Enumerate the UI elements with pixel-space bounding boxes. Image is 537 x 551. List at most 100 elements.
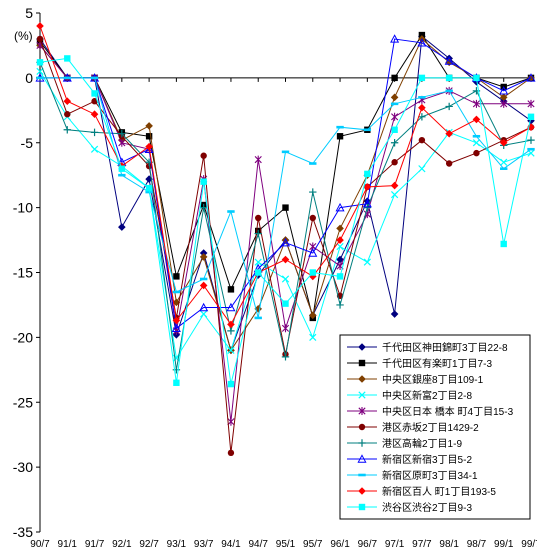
data-point bbox=[500, 240, 507, 248]
data-point bbox=[227, 327, 235, 335]
legend-label: 新宿区新宿3丁目5-2 bbox=[382, 453, 472, 466]
data-point bbox=[36, 35, 44, 43]
legend-item: 千代田区神田錦町3丁目22-8 bbox=[347, 341, 508, 354]
data-point bbox=[90, 76, 99, 80]
legend-item: 中央区日本 橋本 町4丁目15-3 bbox=[347, 405, 514, 418]
data-point bbox=[255, 269, 262, 276]
x-tick-label: 91/7 bbox=[85, 539, 105, 550]
series-7 bbox=[36, 58, 535, 374]
y-tick-label: -25 bbox=[13, 394, 33, 410]
data-point bbox=[390, 93, 399, 102]
data-point bbox=[171, 323, 181, 332]
data-point bbox=[472, 134, 481, 138]
x-tick-label: 98/1 bbox=[439, 539, 459, 550]
data-point bbox=[281, 324, 290, 333]
data-point bbox=[281, 275, 290, 283]
data-point bbox=[472, 115, 481, 124]
data-point bbox=[172, 316, 181, 325]
data-point bbox=[226, 302, 236, 312]
data-point bbox=[145, 184, 153, 192]
data-point bbox=[308, 311, 317, 320]
data-point bbox=[281, 353, 290, 361]
legend: 千代田区神田錦町3丁目22-8 千代田区有楽町1丁目7-3 中央区銀座8丁目109-… bbox=[339, 334, 531, 520]
data-point bbox=[499, 138, 508, 147]
legend-label: 中央区新富2丁目2-8 bbox=[382, 389, 472, 402]
x-tick-label: 99/7 bbox=[521, 539, 537, 550]
data-point bbox=[336, 301, 344, 309]
data-point bbox=[444, 56, 454, 65]
legend-item: 渋谷区渋谷2丁目9-3 bbox=[347, 501, 472, 514]
data-point bbox=[118, 173, 126, 177]
data-point bbox=[390, 181, 399, 190]
data-point bbox=[309, 162, 317, 165]
data-point bbox=[91, 98, 98, 105]
data-point bbox=[364, 170, 371, 178]
data-point bbox=[227, 320, 235, 329]
data-point bbox=[199, 277, 208, 281]
data-point bbox=[227, 380, 235, 388]
data-point bbox=[336, 242, 344, 251]
data-point bbox=[445, 160, 453, 167]
data-point bbox=[227, 346, 235, 354]
series-line bbox=[39, 62, 532, 370]
x-tick-label: 92/7 bbox=[139, 539, 159, 550]
data-point bbox=[418, 165, 426, 173]
y-tick-label: -10 bbox=[13, 200, 33, 216]
legend-label: 新宿区百人 町1丁目193-5 bbox=[382, 485, 496, 498]
x-tick-label: 93/1 bbox=[167, 539, 187, 550]
legend-item: 港区赤坂2丁目1429-2 bbox=[347, 422, 479, 434]
data-point bbox=[118, 223, 126, 231]
data-point bbox=[227, 417, 235, 426]
data-point bbox=[36, 59, 44, 66]
data-point bbox=[527, 74, 535, 82]
data-point bbox=[145, 190, 153, 194]
data-point bbox=[362, 198, 372, 208]
data-point bbox=[391, 112, 399, 121]
legend-item: 港区高輪2丁目1-9 bbox=[347, 437, 462, 450]
data-point bbox=[390, 139, 399, 147]
legend-marker bbox=[358, 503, 366, 511]
data-point bbox=[173, 379, 180, 386]
legend-marker bbox=[358, 407, 366, 415]
data-point bbox=[473, 149, 480, 157]
data-point bbox=[527, 136, 535, 144]
data-point bbox=[254, 229, 262, 238]
legend-label: 中央区日本 橋本 町4丁目15-3 bbox=[382, 405, 514, 418]
series-line bbox=[40, 77, 532, 319]
data-point bbox=[199, 253, 208, 261]
data-point bbox=[309, 214, 316, 222]
x-tick-label: 92/1 bbox=[112, 539, 132, 550]
data-point bbox=[472, 99, 481, 108]
legend-marker bbox=[357, 454, 367, 463]
data-point bbox=[391, 126, 398, 133]
x-tick-labels: 90/7 91/1 91/7 92/1 92/7 93/1 93/7 94/1 94/7 95/1… bbox=[30, 539, 537, 550]
y-tick-labels: 5 0 -5 -10 -15 -20 -25 -30 -35 bbox=[13, 5, 33, 540]
data-point bbox=[391, 74, 398, 82]
series-layer bbox=[35, 22, 536, 457]
y-tick-label: 5 bbox=[25, 5, 33, 21]
x-tick-label: 95/1 bbox=[276, 539, 296, 550]
legend-label: 千代田区有楽町1丁目7-3 bbox=[382, 357, 492, 370]
data-point bbox=[500, 99, 508, 108]
data-point bbox=[391, 159, 398, 166]
data-point bbox=[227, 210, 235, 213]
legend-marker bbox=[358, 359, 366, 367]
legend-marker bbox=[358, 439, 366, 447]
data-point bbox=[336, 236, 344, 244]
data-point bbox=[336, 255, 344, 264]
legend-item: 千代田区有楽町1丁目7-3 bbox=[347, 357, 492, 370]
legend-item: 中央区銀座8丁目109-1 bbox=[347, 373, 484, 386]
data-point bbox=[336, 125, 344, 129]
data-point bbox=[63, 76, 71, 80]
data-point bbox=[500, 167, 508, 170]
data-point bbox=[64, 55, 71, 62]
data-point bbox=[90, 110, 99, 119]
data-point bbox=[527, 147, 535, 151]
data-point bbox=[90, 128, 99, 137]
legend-marker bbox=[358, 375, 366, 383]
data-point bbox=[281, 255, 290, 264]
data-point bbox=[254, 155, 262, 164]
data-point bbox=[254, 316, 262, 320]
series-11 bbox=[36, 55, 535, 388]
data-point bbox=[309, 269, 316, 276]
